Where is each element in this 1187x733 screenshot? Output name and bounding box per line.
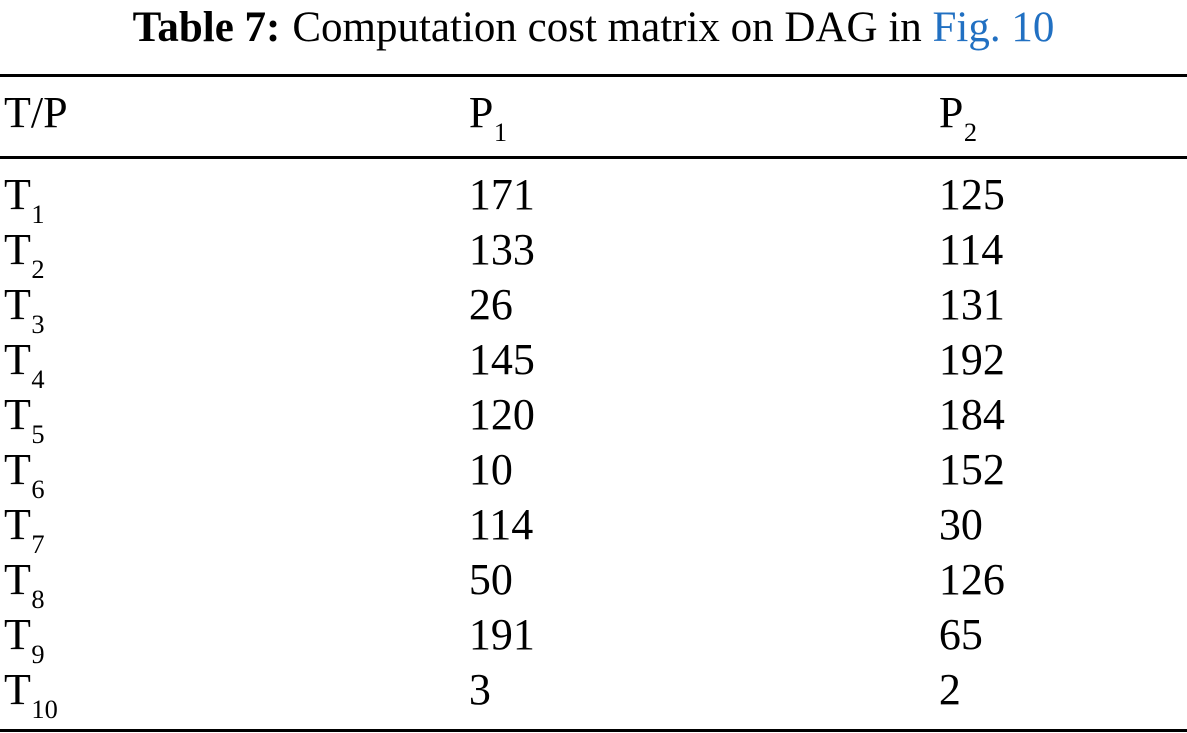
task-cell: T4 [4, 334, 45, 395]
cost-cell-p2: 192 [938, 334, 1005, 384]
task-cell: T3 [4, 279, 45, 340]
task-cell: T8 [4, 554, 45, 615]
task-cell: T9 [4, 609, 45, 670]
cost-cell-p1: 191 [468, 609, 535, 659]
task-cell: T6 [4, 444, 45, 505]
table-row: T6 10 152 [0, 442, 1187, 505]
table-row: T8 50 126 [0, 552, 1187, 615]
table-row: T9 191 65 [0, 607, 1187, 670]
column-header-tp: T/P [0, 75, 469, 159]
cost-cell-p2: 114 [938, 224, 1004, 274]
cost-cell-p2: 65 [938, 609, 983, 659]
table-row: T1 171 125 [0, 157, 1187, 230]
computation-cost-table: T/P P1 P2 T1 171 125 T2 133 114 T3 26 13… [0, 73, 1187, 732]
cost-cell-p1: 50 [468, 554, 513, 604]
cost-cell-p2: 184 [938, 389, 1005, 439]
column-header-p1: P1 [468, 75, 939, 159]
cost-cell-p1: 26 [468, 279, 513, 329]
cost-cell-p2: 125 [938, 169, 1005, 219]
task-cell: T5 [4, 389, 45, 450]
cost-cell-p1: 114 [468, 499, 534, 549]
task-cell: T1 [4, 169, 45, 230]
task-cell: T10 [4, 664, 58, 725]
cost-cell-p2: 126 [938, 554, 1005, 604]
cost-cell-p1: 171 [468, 169, 535, 219]
header-row: T/P P1 P2 [0, 75, 1187, 159]
table-row: T5 120 184 [0, 387, 1187, 450]
table-row: T7 114 30 [0, 497, 1187, 560]
cost-cell-p1: 10 [468, 444, 513, 494]
cost-cell-p2: 152 [938, 444, 1005, 494]
cost-cell-p2: 2 [938, 664, 961, 714]
caption-label: Table 7: [132, 4, 281, 51]
cost-cell-p2: 30 [938, 499, 983, 549]
cost-cell-p1: 3 [468, 664, 491, 714]
table-row: T2 133 114 [0, 222, 1187, 285]
caption-text: Computation cost matrix on DAG in [292, 4, 922, 51]
cost-cell-p1: 145 [468, 334, 535, 384]
column-header-p2: P2 [938, 75, 1187, 159]
table-row: T3 26 131 [0, 277, 1187, 340]
table-caption: Table 7: Computation cost matrix on DAG i… [0, 0, 1187, 54]
task-cell: T2 [4, 224, 45, 285]
cost-cell-p1: 133 [468, 224, 535, 274]
figure-link[interactable]: Fig. 10 [932, 4, 1055, 51]
table-row: T10 3 2 [0, 662, 1187, 731]
table-row: T4 145 192 [0, 332, 1187, 395]
task-cell: T7 [4, 499, 45, 560]
cost-cell-p1: 120 [468, 389, 535, 439]
cost-cell-p2: 131 [938, 279, 1005, 329]
